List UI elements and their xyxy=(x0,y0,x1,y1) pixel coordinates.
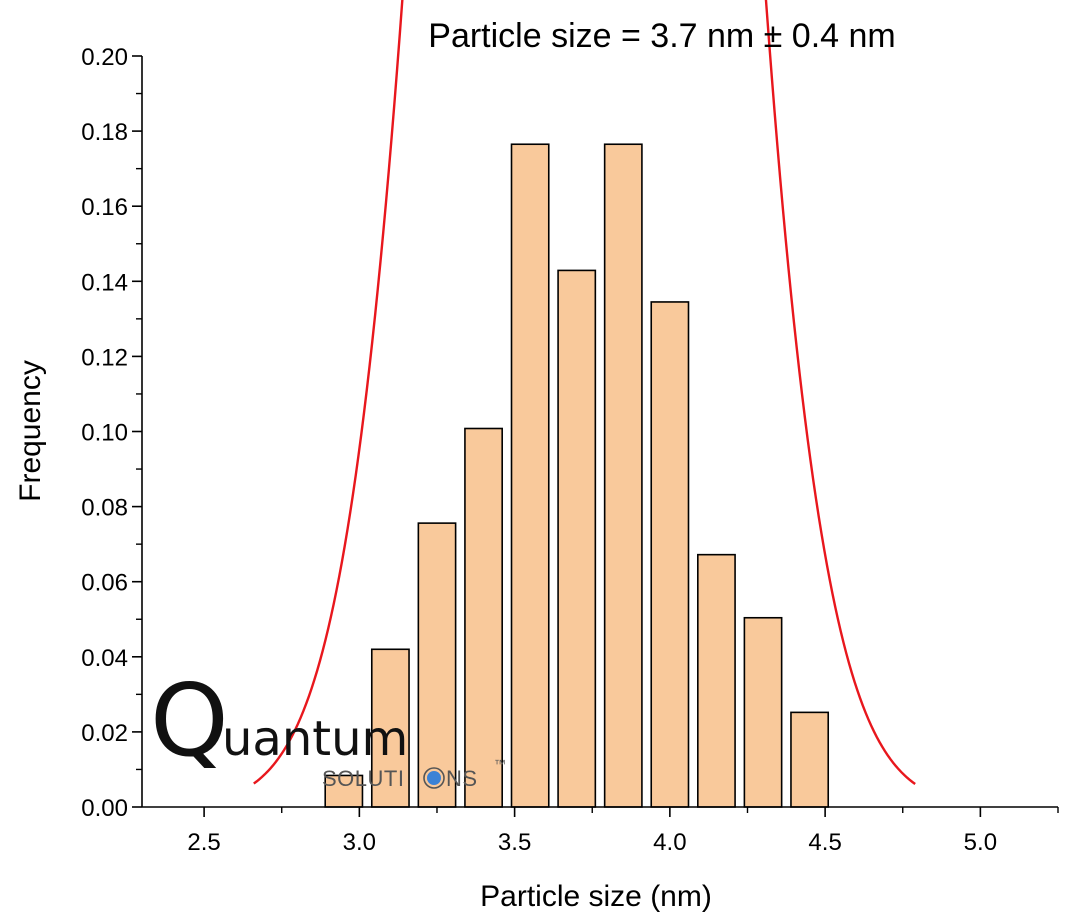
y-tick-label: 0.02 xyxy=(81,720,128,747)
histogram-bar xyxy=(417,522,457,808)
histogram-bar xyxy=(743,616,783,808)
histogram-bars xyxy=(324,143,830,808)
y-axis-title: Frequency xyxy=(14,360,47,502)
x-tick-label: 3.0 xyxy=(343,829,376,856)
y-tick-label: 0.10 xyxy=(81,420,128,447)
gaussian-fit-curve xyxy=(253,0,916,785)
logo-ring-icon xyxy=(423,767,445,789)
y-tick-label: 0.12 xyxy=(81,344,128,371)
y-tick-label: 0.20 xyxy=(81,44,128,71)
tick-labels: 0.00 0.02 0.04 0.06 0.08 0.10 0.12 0.14 0.16 0.18… xyxy=(81,44,997,856)
logo-wordmark: uantum xyxy=(222,711,408,767)
histogram-bar xyxy=(464,427,503,808)
chart-title: Particle size = 3.7 nm ± 0.4 nm xyxy=(428,17,895,55)
logo-subtitle-right: NS xyxy=(446,766,478,791)
y-tick-label: 0.18 xyxy=(81,119,128,146)
x-tick-label: 4.0 xyxy=(653,829,686,856)
y-tick-label: 0.00 xyxy=(81,795,128,822)
x-tick-label: 3.5 xyxy=(498,829,531,856)
histogram-bar xyxy=(370,648,410,808)
histogram-bar xyxy=(697,553,736,808)
x-tick-label: 2.5 xyxy=(187,829,220,856)
logo-dot-icon xyxy=(427,771,441,785)
y-tick-label: 0.14 xyxy=(81,269,128,296)
axes xyxy=(132,55,1059,817)
x-tick-label: 5.0 xyxy=(964,829,997,856)
quantum-solutions-watermark: Q uantum SOLUTI NS ™ xyxy=(150,662,506,791)
x-axis-title: Particle size (nm) xyxy=(480,880,712,913)
logo-trademark: ™ xyxy=(494,757,506,771)
x-tick-label: 4.5 xyxy=(808,829,841,856)
histogram-bar xyxy=(650,301,690,808)
y-tick-label: 0.16 xyxy=(81,194,128,221)
y-tick-label: 0.08 xyxy=(81,495,128,522)
histogram-bar xyxy=(603,143,643,808)
logo-subtitle-left: SOLUTI xyxy=(322,766,404,791)
y-tick-label: 0.06 xyxy=(81,570,128,597)
y-tick-label: 0.04 xyxy=(81,645,128,672)
logo-letter-q: Q xyxy=(150,662,229,779)
histogram-bar xyxy=(510,143,550,808)
histogram-bar xyxy=(790,711,830,808)
histogram-bar xyxy=(557,269,597,808)
